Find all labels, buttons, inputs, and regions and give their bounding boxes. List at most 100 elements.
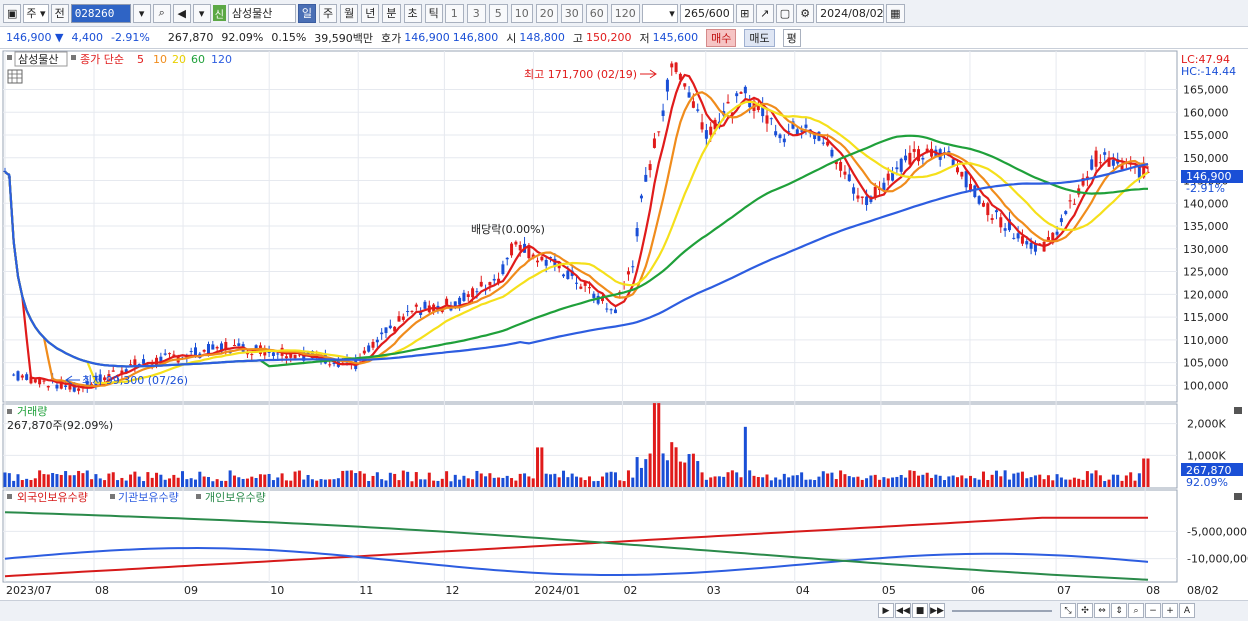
period-tab-4[interactable]: 분 [382, 3, 401, 23]
fit-icon[interactable]: ⇔ [1094, 603, 1110, 618]
candle-body [219, 343, 223, 352]
candle-body [735, 93, 739, 97]
volume-bar [388, 472, 392, 487]
buy-button[interactable]: 매수 [706, 28, 737, 47]
high-arrow-icon [640, 69, 657, 79]
next-icon[interactable]: ▶ [878, 603, 894, 618]
candle-body [1120, 164, 1124, 170]
volume-bar [592, 481, 596, 487]
volume-bar [639, 467, 643, 487]
candle-body [16, 371, 20, 381]
volume-bar [367, 481, 371, 487]
stock-name-field[interactable]: 삼성물산 [227, 3, 296, 23]
rewind-icon[interactable]: ◀◀ [895, 603, 911, 618]
volume-bar [120, 477, 124, 487]
volume-bar [973, 478, 977, 487]
settings-chart-icon[interactable]: ⊞ [735, 3, 754, 23]
count-value: 265 [684, 6, 706, 20]
volume-bar [423, 479, 427, 487]
crosshair-icon[interactable]: ✣ [1077, 603, 1093, 618]
volume-bar [414, 472, 418, 487]
gear-icon[interactable]: ⚙ [796, 3, 815, 23]
volume-bar [891, 477, 895, 487]
trade-amount: 39,590백만 [314, 31, 374, 45]
market-type-select[interactable]: 주 ▾ [23, 3, 49, 23]
candle-body [973, 185, 977, 198]
plus-icon[interactable]: + [1162, 603, 1178, 618]
volume-bar [626, 470, 630, 487]
interval-tab-10[interactable]: 10 [510, 3, 533, 23]
volume-bar [297, 470, 301, 487]
window-icon[interactable]: ▣ [3, 3, 22, 23]
period-tab-6[interactable]: 틱 [424, 3, 443, 23]
candle-body [20, 375, 24, 378]
date-input[interactable]: 2024/08/02 [816, 3, 885, 23]
volume-bar [1124, 475, 1128, 487]
code-dropdown-icon[interactable]: ▾ [132, 3, 151, 23]
stock-code-input[interactable]: 028260 [70, 3, 131, 23]
table-icon[interactable] [7, 69, 23, 84]
calendar-icon[interactable]: ▦ [886, 3, 905, 23]
period-tab-2[interactable]: 월 [340, 3, 359, 23]
candle-body [124, 369, 128, 374]
interval-tab-3[interactable]: 3 [466, 3, 486, 23]
volume-panel-close-icon[interactable] [1234, 407, 1242, 414]
period-tab-3[interactable]: 년 [361, 3, 380, 23]
volume-bar [865, 478, 869, 487]
interval-tab-20[interactable]: 20 [535, 3, 558, 23]
minus-icon[interactable]: − [1145, 603, 1161, 618]
candle-body [501, 264, 505, 275]
volume-bar [852, 477, 856, 487]
volume-bar [72, 475, 76, 487]
count-field[interactable]: 265/600 [679, 3, 734, 23]
candle-body [999, 217, 1003, 228]
average-button[interactable]: 평 [782, 28, 801, 47]
volume-bar [873, 474, 877, 487]
expand-icon[interactable]: ⇕ [1111, 603, 1127, 618]
font-size-icon[interactable]: A [1179, 603, 1195, 618]
volume-bar [856, 476, 860, 487]
interval-tab-60[interactable]: 60 [585, 3, 608, 23]
count-max: /600 [705, 6, 730, 20]
volume-bar [354, 473, 358, 487]
interval-tab-1[interactable]: 1 [444, 3, 464, 23]
price-change-pct: -2.91% [110, 31, 150, 44]
interval-tab-120[interactable]: 120 [610, 3, 640, 23]
pointer-icon[interactable]: ⤡ [1060, 603, 1076, 618]
time-tick-label: 2024/01 [534, 584, 580, 597]
zoom-icon[interactable]: ⌕ [1128, 603, 1144, 618]
nav-dropdown-icon[interactable]: ▾ [192, 3, 211, 23]
volume-bar [306, 474, 310, 487]
scroll-track[interactable] [952, 610, 1052, 612]
search-icon[interactable]: ⌕ [152, 3, 171, 23]
lock-icon[interactable]: ▢ [775, 3, 795, 23]
draw-tool-icon[interactable]: ↗ [755, 3, 774, 23]
period-tab-5[interactable]: 초 [403, 3, 422, 23]
period-tab-0[interactable]: 일 [297, 3, 317, 23]
candle-body [1012, 237, 1016, 239]
stop-icon[interactable]: ■ [912, 603, 928, 618]
volume-bar [527, 476, 531, 487]
speaker-icon[interactable]: ◀ [172, 3, 191, 23]
volume-bar [583, 480, 587, 487]
candle-body [566, 270, 570, 279]
candle-body [1003, 228, 1007, 231]
legend-stock-box[interactable] [14, 51, 68, 67]
forward-icon[interactable]: ▶▶ [929, 603, 945, 618]
volume-bar [990, 474, 994, 487]
candle-body [782, 138, 786, 143]
prev-button[interactable]: 전 [50, 3, 69, 23]
legend-ma120: 120 [211, 53, 232, 66]
stock-chart[interactable]: 165,000160,000155,000150,000145,000140,0… [0, 49, 1248, 600]
volume-bar [150, 477, 154, 487]
holdings-panel-close-icon[interactable] [1234, 493, 1242, 500]
interval-tab-5[interactable]: 5 [488, 3, 508, 23]
volume-tick-label: 2,000K [1187, 418, 1226, 431]
candle-body [232, 344, 236, 346]
sell-button[interactable]: 매도 [744, 28, 775, 47]
period-tab-1[interactable]: 주 [319, 3, 338, 23]
candle-body [133, 359, 137, 367]
interval-select[interactable]: ▾ [641, 3, 678, 23]
interval-tab-30[interactable]: 30 [560, 3, 583, 23]
quote-bar: 146,900 ▼ 4,400 -2.91% 267,870 92.09% 0.… [0, 27, 1248, 49]
